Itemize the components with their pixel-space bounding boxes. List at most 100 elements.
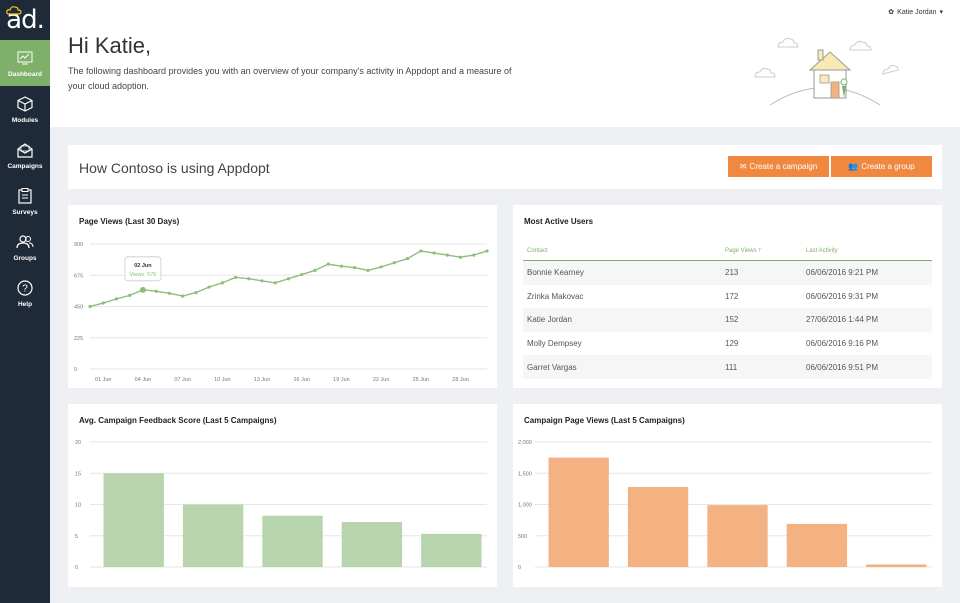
sidebar: ad. Dashboard Modules Campaigns Surveys … [0,0,50,603]
usage-banner: How Contoso is using Appdopt ✉ Create a … [68,145,942,189]
bar [182,504,244,567]
group-icon: 👥 [848,162,859,171]
y-tick-label: 0 [518,565,521,571]
data-point [300,272,304,277]
caret-down-icon: ▾ [939,9,943,16]
sidebar-item-label: Campaigns [7,163,43,170]
last-activity-cell: 27/06/2016 1:44 PM [806,315,879,325]
table-header: Contact Page Views 🡑 Last Activity [523,241,932,261]
page-views-cell: 172 [725,291,739,301]
y-tick-label: 15 [75,471,81,477]
bar [866,564,927,567]
last-activity-cell: 06/06/2016 9:16 PM [806,339,879,349]
active-users-table: Contact Page Views 🡑 Last Activity Bonni… [523,241,932,379]
col-page-views[interactable]: Page Views 🡑 [725,246,806,256]
data-point [194,291,198,295]
sidebar-item-dashboard[interactable]: Dashboard [0,40,50,86]
last-activity-cell: 06/06/2016 9:31 PM [806,291,879,301]
bar [262,515,323,567]
data-point [220,281,224,285]
y-tick-label: 20 [75,440,81,446]
table-row[interactable]: Zrinka Makovac 172 06/06/2016 9:31 PM [523,285,932,309]
x-tick-label: 22 Jun [373,377,390,383]
data-point [114,297,119,301]
highlighted-point [139,286,146,293]
y-tick-label: 900 [74,242,83,248]
data-point [379,265,383,269]
campaign-page-views-card: Campaign Page Views (Last 5 Campaigns) 2… [513,404,942,587]
data-point [392,261,396,265]
data-point [128,293,132,297]
data-point [485,249,489,253]
create-campaign-button[interactable]: ✉ Create a campaign [728,156,829,177]
clipboard-icon [18,186,32,206]
y-tick-label: 2,000 [518,440,532,446]
data-point [458,255,463,259]
sidebar-item-campaigns[interactable]: Campaigns [0,132,50,178]
contact-cell: Molly Dempsey [527,339,582,349]
col-page-views-label: Page Views [725,247,757,254]
tooltip-date: 02 Jun [134,263,152,269]
data-point [247,277,251,281]
chart-tooltip: 02 Jun Views: 570 [124,256,162,282]
page-views-card: Page Views (Last 30 Days) 900 675 450 225 0 0… [68,205,497,388]
envelope-icon [17,140,33,160]
data-point [88,304,92,309]
y-tick-label: 450 [74,305,83,311]
sidebar-item-label: Modules [11,117,39,124]
col-contact[interactable]: Contact [527,247,548,254]
y-tick-label: 675 [74,273,83,279]
question-icon: ? [17,278,33,298]
svg-text:?: ? [22,284,28,295]
table-row[interactable]: Garret Vargas 111 06/06/2016 9:51 PM [523,355,932,379]
bar [103,473,164,567]
contact-cell: Zrinka Makovac [527,291,584,301]
data-point [181,294,185,298]
tooltip-value: Views: 570 [130,272,157,278]
page-views-chart[interactable]: 900 675 450 225 0 01 Jun 04 Jun 07 Jun 10 Jun 13 … [68,205,497,388]
table-row[interactable]: Katie Jordan 152 27/06/2016 1:44 PM [523,308,932,332]
y-tick-label: 225 [74,336,83,342]
col-last-activity[interactable]: Last Activity [806,247,838,254]
bar [786,523,848,567]
last-activity-cell: 06/06/2016 9:21 PM [806,268,879,278]
feedback-score-chart: 20 15 10 5 0 [75,440,487,571]
table-row[interactable]: Bonnie Kearney 213 06/06/2016 9:21 PM [523,261,932,285]
user-name: Katie Jordan [897,8,937,16]
house-illustration [754,37,899,106]
sidebar-item-modules[interactable]: Modules [0,86,50,132]
most-active-users-card: Most Active Users Contact Page Views 🡑 L… [513,205,942,388]
last-activity-cell: 06/06/2016 9:51 PM [806,362,879,372]
campaign-page-views-chart: 2,000 1,500 1,000 500 0 [518,440,932,571]
sidebar-item-groups[interactable]: Groups [0,224,50,270]
card-title: Avg. Campaign Feedback Score (Last 5 Cam… [79,416,277,425]
data-point [233,275,238,279]
contact-cell: Garret Vargas [527,362,577,372]
create-group-button[interactable]: 👥 Create a group [831,156,932,177]
x-tick-label: 16 Jun [293,377,310,383]
sidebar-item-label: Dashboard [8,71,42,78]
data-point [353,266,357,270]
x-tick-label: 13 Jun [254,377,271,383]
x-tick-label: 04 Jun [135,377,152,383]
app-logo[interactable]: ad. [0,0,50,40]
x-tick-label: 01 Jun [95,377,112,383]
user-menu[interactable]: ✿ Katie Jordan ▾ [888,8,943,17]
contact-cell: Katie Jordan [527,315,572,325]
x-tick-label: 25 Jun [413,377,430,383]
bar [627,487,689,567]
dashboard-icon [17,48,33,68]
sidebar-item-help[interactable]: ? Help [0,270,50,316]
page-views-cell: 129 [725,339,739,349]
intro-text: The following dashboard provides you wit… [68,66,512,91]
y-tick-label: 5 [75,534,78,540]
table-row[interactable]: Molly Dempsey 129 06/06/2016 9:16 PM [523,332,932,356]
sidebar-item-surveys[interactable]: Surveys [0,178,50,224]
data-point [326,262,330,266]
data-point [167,291,171,295]
y-tick-label: 0 [75,565,78,571]
x-tick-label: 28 Jun [452,377,469,383]
cube-icon [17,94,33,114]
data-point [472,253,476,257]
greeting: Hi Katie, [68,33,152,58]
